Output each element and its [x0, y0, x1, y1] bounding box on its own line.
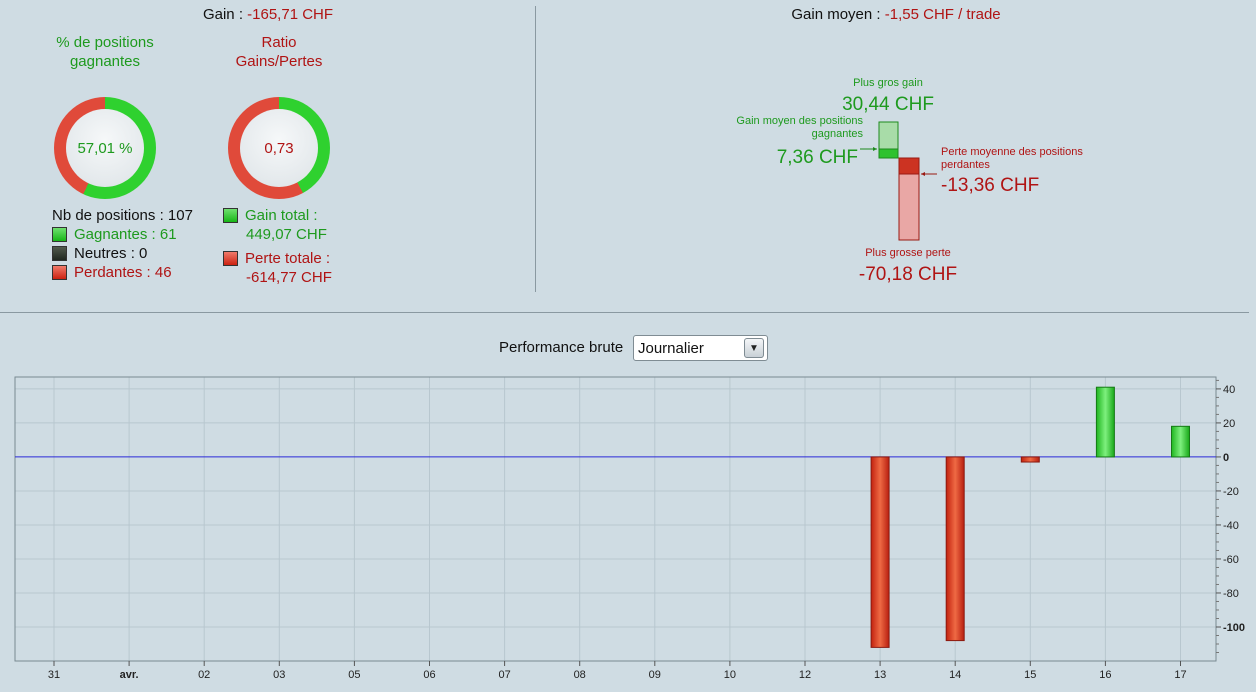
win-rate-donut: 57,01 % — [54, 97, 156, 199]
x-tick-label: 15 — [1024, 669, 1036, 681]
max-gain-value: 30,44 CHF — [842, 94, 934, 115]
x-tick-label: 13 — [874, 669, 886, 681]
chart-bars — [15, 386, 1216, 648]
avg-loss-box — [898, 157, 920, 175]
performance-chart: 40 20 0 -20 -40 -60 -80 -100 31 avr. 02 03 05 06 07 08 0… — [14, 376, 1245, 681]
x-tick-label: 03 — [273, 669, 285, 681]
x-tick-label: 31 — [48, 669, 60, 681]
losers-text: Perdantes : 46 — [74, 264, 172, 281]
x-tick-label: 02 — [198, 669, 210, 681]
total-loss-swatch — [223, 251, 238, 266]
ratio-title: Ratio Gains/Pertes — [235, 34, 323, 70]
avg-win-arrowhead — [873, 147, 877, 151]
total-loss-value: -614,77 CHF — [246, 269, 332, 286]
winners-swatch — [52, 227, 67, 242]
avg-win-box — [878, 148, 899, 159]
plot-frame — [14, 376, 1217, 662]
chevron-down-icon[interactable]: ▼ — [744, 338, 764, 358]
x-tick-label: 08 — [574, 669, 586, 681]
x-tick-label: 09 — [649, 669, 661, 681]
max-loss-value: -70,18 CHF — [858, 264, 958, 285]
x-tick-label: 10 — [724, 669, 736, 681]
x-tick-label: 14 — [949, 669, 961, 681]
chart-axes: 40 20 0 -20 -40 -60 -80 -100 31 avr. 02 03 05 06 07 08 0… — [48, 379, 1245, 681]
average-boxes — [860, 121, 937, 241]
horizontal-divider — [0, 312, 1249, 313]
x-tick-label: 17 — [1174, 669, 1186, 681]
legend-winners: Gagnantes : 61 — [52, 225, 193, 244]
ratio-value: 0,73 — [240, 109, 318, 187]
y-tick-label: -80 — [1223, 588, 1239, 600]
avg-loss-label: Perte moyenne des positions perdantes — [941, 146, 1083, 171]
y-tick-label: 40 — [1223, 384, 1235, 396]
gain-value: -165,71 CHF — [247, 6, 334, 23]
total-loss-label: Perte totale : — [245, 250, 331, 267]
y-tick-label: -60 — [1223, 554, 1239, 566]
bar-17 — [1171, 425, 1190, 458]
x-tick-label: 12 — [799, 669, 811, 681]
bar-16 — [1095, 386, 1115, 458]
period-select-value: Journalier — [638, 340, 704, 357]
average-label: Gain moyen : — [791, 6, 885, 23]
bar-15 — [1020, 456, 1040, 463]
ratio-donut: 0,73 — [228, 97, 330, 199]
chart-grid — [15, 377, 1216, 661]
bar-13 — [870, 456, 890, 648]
total-gain-swatch — [223, 208, 238, 223]
neutrals-text: Neutres : 0 — [74, 245, 148, 262]
average-value: -1,55 CHF / trade — [884, 6, 1001, 23]
positions-count: Nb de positions : 107 — [52, 207, 193, 224]
y-tick-label: 0 — [1223, 452, 1229, 464]
y-tick-label: -40 — [1223, 520, 1239, 532]
avg-win-label: Gain moyen des positions gagnantes — [736, 115, 863, 140]
vertical-divider — [535, 6, 536, 292]
win-rate-title: % de positions gagnantes — [56, 34, 154, 70]
positions-legend: Nb de positions : 107 Gagnantes : 61 Neu… — [52, 206, 193, 282]
y-tick-label: 20 — [1223, 418, 1235, 430]
avg-loss-value: -13,36 CHF — [941, 175, 1040, 196]
legend-losers: Perdantes : 46 — [52, 263, 193, 282]
avg-loss-arrowhead — [921, 172, 925, 176]
max-gain-label: Plus gros gain — [853, 77, 923, 89]
y-tick-label: -100 — [1223, 622, 1245, 634]
max-loss-label: Plus grosse perte — [865, 247, 951, 259]
bar-14 — [945, 456, 965, 642]
x-tick-label: avr. — [120, 669, 139, 681]
avg-win-value: 7,36 CHF — [776, 147, 858, 168]
x-tick-label: 16 — [1099, 669, 1111, 681]
legend-neutrals: Neutres : 0 — [52, 244, 193, 263]
legend-total-loss: Perte totale : — [223, 249, 332, 268]
x-tick-label: 07 — [498, 669, 510, 681]
performance-label: Performance brute — [499, 339, 624, 356]
x-tick-label: 05 — [348, 669, 360, 681]
gain-label: Gain : — [202, 6, 248, 23]
gain-title: Gain : -165,71 CHF — [0, 6, 536, 23]
neutrals-swatch — [52, 246, 67, 261]
legend-total-gain: Gain total : — [223, 206, 332, 225]
average-title: Gain moyen : -1,55 CHF / trade — [536, 6, 1256, 23]
totals-legend: Gain total : 449,07 CHF Perte totale : -… — [223, 206, 332, 287]
total-gain-value: 449,07 CHF — [246, 226, 327, 243]
total-gain-label: Gain total : — [245, 207, 318, 224]
losers-swatch — [52, 265, 67, 280]
period-select[interactable]: Journalier ▼ — [633, 335, 768, 361]
x-tick-label: 06 — [423, 669, 435, 681]
winners-text: Gagnantes : 61 — [74, 226, 177, 243]
win-rate-value: 57,01 % — [66, 109, 144, 187]
y-tick-label: -20 — [1223, 486, 1239, 498]
